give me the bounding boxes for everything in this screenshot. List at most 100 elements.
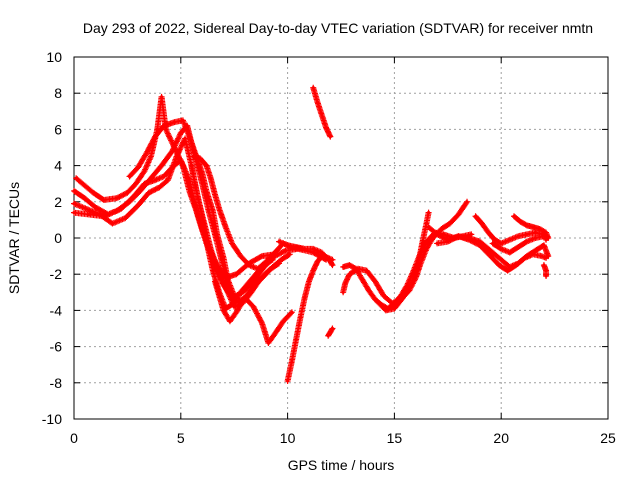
y-tick-label: -4 xyxy=(50,302,63,318)
data-point xyxy=(315,100,320,104)
data-point xyxy=(138,189,142,193)
data-point xyxy=(189,164,194,168)
data-point xyxy=(217,272,221,276)
data-point xyxy=(311,247,315,251)
data-point xyxy=(221,256,226,260)
data-point xyxy=(506,268,510,273)
data-point xyxy=(102,214,106,218)
series-trace xyxy=(489,233,547,256)
data-point xyxy=(343,281,347,285)
series-trace xyxy=(434,233,550,274)
data-point xyxy=(448,221,452,226)
chart-title: Day 293 of 2022, Sidereal Day-to-day VTE… xyxy=(83,20,593,36)
data-point xyxy=(260,321,264,325)
data-point xyxy=(516,234,520,238)
data-point xyxy=(478,243,482,247)
data-point xyxy=(102,198,106,202)
data-point xyxy=(83,183,87,188)
data-point xyxy=(290,359,294,363)
data-point xyxy=(198,156,202,160)
data-point xyxy=(136,203,140,208)
data-point xyxy=(533,249,537,253)
data-point xyxy=(264,259,268,264)
y-tick-label: -8 xyxy=(50,375,63,391)
data-point xyxy=(110,221,115,226)
data-point xyxy=(127,174,132,179)
x-tick-label: 0 xyxy=(70,430,78,446)
data-point xyxy=(204,189,209,193)
data-point xyxy=(153,135,157,139)
data-point xyxy=(531,252,535,256)
data-point xyxy=(157,185,162,189)
data-point xyxy=(347,263,352,267)
data-point xyxy=(307,279,311,284)
data-point xyxy=(145,151,149,155)
data-point xyxy=(162,174,166,179)
data-point xyxy=(354,267,358,271)
data-point xyxy=(416,263,420,267)
data-point xyxy=(311,250,315,255)
data-point xyxy=(512,214,516,218)
data-point xyxy=(525,232,529,236)
data-point xyxy=(234,310,238,314)
data-point xyxy=(320,113,324,117)
data-point xyxy=(134,182,138,186)
series-trace xyxy=(276,238,336,269)
data-marks xyxy=(71,84,552,384)
data-point xyxy=(341,265,345,269)
data-point xyxy=(179,131,183,135)
data-point xyxy=(426,225,431,229)
series-trace xyxy=(126,117,238,299)
data-point xyxy=(516,245,520,249)
data-point xyxy=(409,281,414,285)
data-point xyxy=(221,308,226,312)
data-point xyxy=(181,118,185,122)
x-tick-label: 25 xyxy=(600,430,616,446)
data-point xyxy=(249,278,253,282)
data-point xyxy=(159,95,164,99)
y-tick-label: -10 xyxy=(42,411,62,427)
data-point xyxy=(74,176,78,180)
data-point xyxy=(311,86,315,90)
data-point xyxy=(85,207,89,211)
data-point xyxy=(153,178,157,182)
x-tick-label: 10 xyxy=(280,430,296,446)
data-point xyxy=(373,279,377,284)
data-point xyxy=(251,305,256,309)
data-point xyxy=(365,268,369,273)
data-point xyxy=(456,212,461,217)
data-point xyxy=(426,211,431,215)
series-trace xyxy=(374,209,432,314)
data-point xyxy=(283,249,288,253)
data-point xyxy=(215,263,219,267)
data-point xyxy=(330,263,335,267)
y-axis-label: SDTVAR / TECUs xyxy=(6,182,22,294)
data-point xyxy=(277,240,281,244)
data-point xyxy=(499,258,503,262)
data-point xyxy=(525,223,529,227)
data-point xyxy=(262,274,266,278)
y-tick-label: -6 xyxy=(50,339,63,355)
data-point xyxy=(294,337,298,341)
data-point xyxy=(499,241,503,246)
data-point xyxy=(200,214,204,218)
data-point xyxy=(320,250,324,255)
x-tick-label: 20 xyxy=(493,430,509,446)
x-tick-labels: 0 5 10 15 20 25 xyxy=(70,430,616,446)
data-point xyxy=(328,330,332,334)
data-point xyxy=(542,243,546,247)
data-point xyxy=(192,154,196,159)
data-point xyxy=(497,263,501,267)
data-point xyxy=(215,232,219,236)
data-point xyxy=(531,225,535,229)
data-point xyxy=(488,249,493,253)
data-point xyxy=(375,299,379,303)
data-point xyxy=(279,258,283,262)
data-point xyxy=(239,290,243,294)
data-point xyxy=(226,278,230,282)
data-point xyxy=(435,232,439,236)
data-point xyxy=(328,259,332,264)
series-trace xyxy=(310,84,334,140)
data-point xyxy=(290,310,294,314)
y-tick-label: 2 xyxy=(54,194,62,210)
